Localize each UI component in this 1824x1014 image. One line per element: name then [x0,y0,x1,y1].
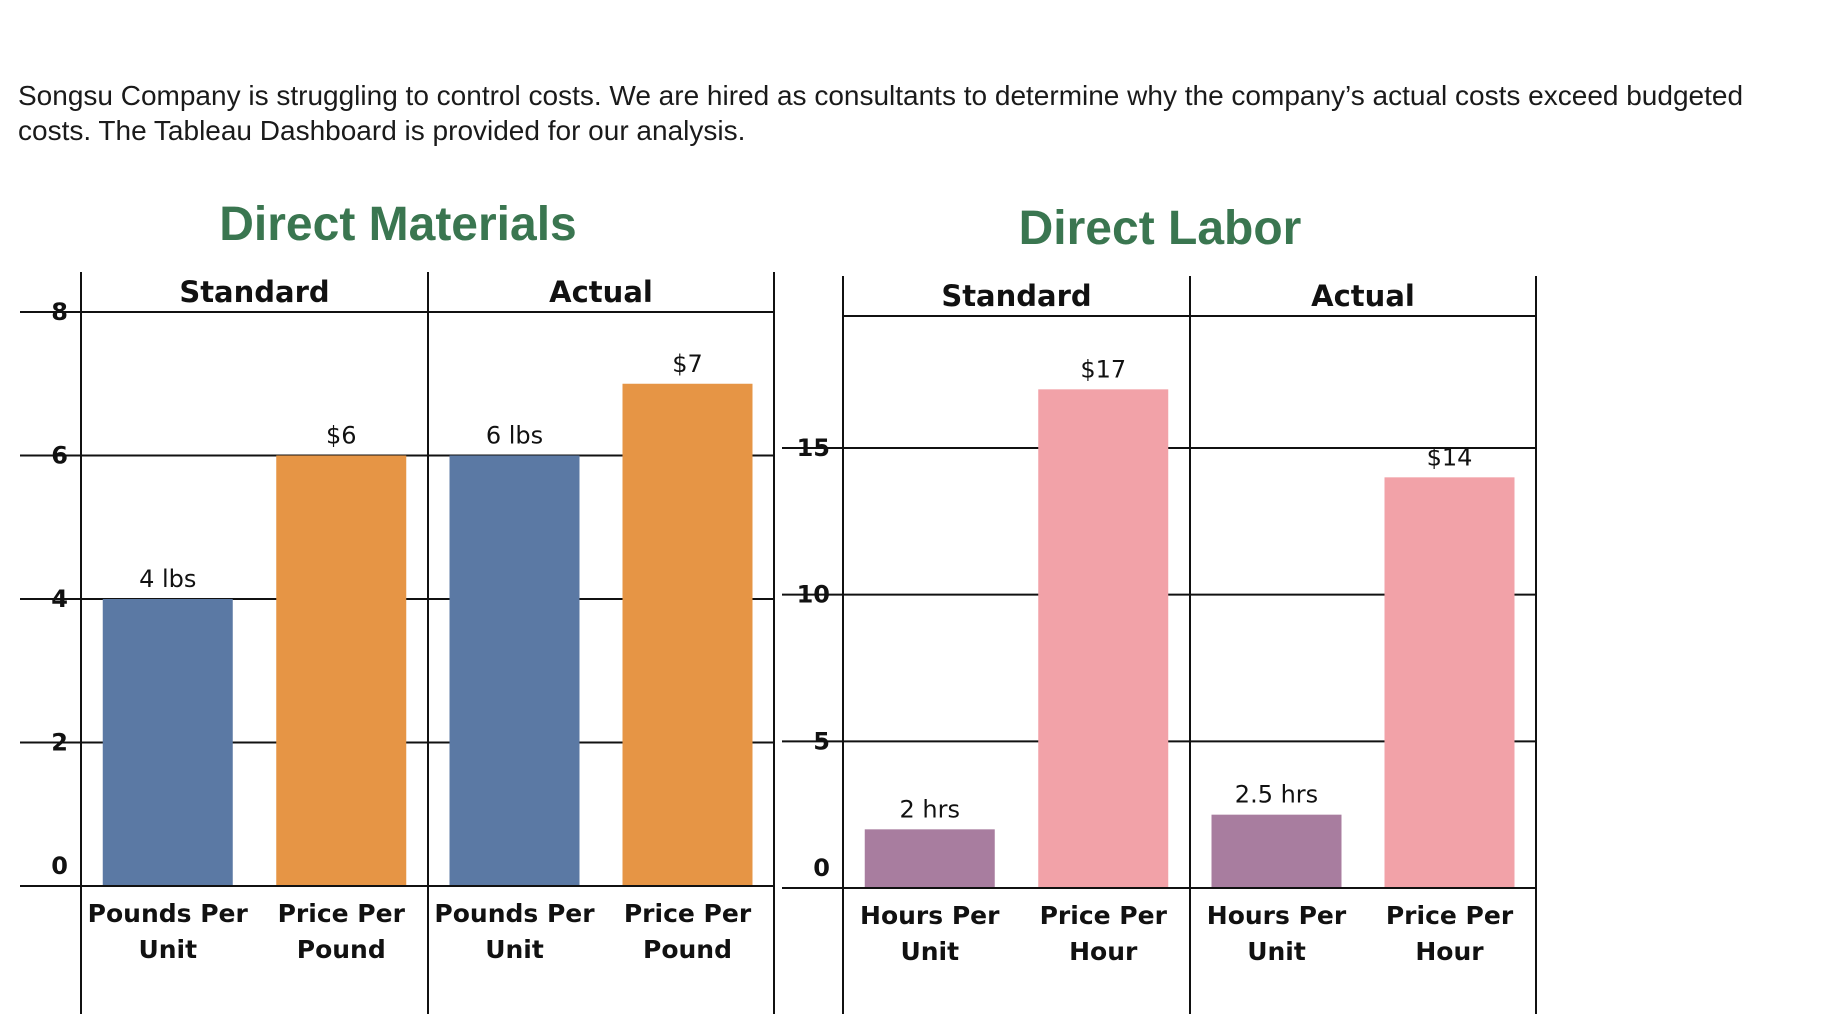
materials-y-tick-label: 8 [51,298,68,326]
materials-y-tick-label: 0 [51,852,68,880]
materials-category-label: Pounds Per [88,899,249,928]
labor-y-tick-label: 15 [797,434,830,462]
labor-group-header-actual: Actual [1311,279,1415,313]
materials-bar-value-label: $6 [326,422,357,450]
labor-title: Direct Labor [1019,202,1302,255]
labor-category-label: Hour [1415,937,1484,966]
materials-category-label: Pounds Per [434,899,595,928]
materials-y-tick-label: 6 [51,442,68,470]
materials-group-header-standard: Standard [179,275,329,309]
labor-bar-value-label: 2 hrs [900,795,960,823]
labor-y-tick-label: 10 [797,581,830,609]
intro-paragraph: Songsu Company is struggling to control … [18,80,1744,146]
materials-bar-value-label: 4 lbs [139,565,196,593]
materials-bar-value-label: 6 lbs [486,422,543,450]
materials-bar-standard-2 [276,455,407,886]
labor-category-label: Unit [1247,937,1306,966]
materials-y-tick-label: 2 [51,729,68,757]
labor-category-label: Hour [1069,937,1138,966]
materials-bar-value-label: $7 [672,350,703,378]
labor-category-label: Unit [900,937,959,966]
labor-bar-actual-1 [1211,814,1342,888]
labor-bar-value-label: 2.5 hrs [1235,781,1318,809]
labor-category-label: Price Per [1040,901,1168,930]
materials-title: Direct Materials [219,198,577,251]
labor-category-label: Hours Per [1207,901,1347,930]
labor-bar-standard-2 [1038,389,1169,888]
labor-bar-value-label: $14 [1427,443,1473,471]
labor-category-label: Price Per [1386,901,1514,930]
materials-category-label: Price Per [624,899,752,928]
materials-category-label: Unit [485,935,544,964]
labor-y-tick-label: 0 [813,854,830,882]
labor-y-tick-label: 5 [813,727,830,755]
labor-bar-actual-2 [1384,477,1515,888]
materials-category-label: Unit [138,935,197,964]
labor-bar-standard-1 [864,829,995,888]
labor-bar-value-label: $17 [1080,355,1126,383]
labor-group-header-standard: Standard [941,279,1091,313]
materials-bar-actual-2 [622,383,753,886]
materials-category-label: Pound [643,935,732,964]
materials-group-header-actual: Actual [549,275,653,309]
labor-category-label: Hours Per [860,901,1000,930]
materials-category-label: Pound [297,935,386,964]
materials-category-label: Price Per [278,899,406,928]
materials-bar-standard-1 [102,599,233,886]
materials-bar-actual-1 [449,455,580,886]
materials-y-tick-label: 4 [51,585,68,613]
